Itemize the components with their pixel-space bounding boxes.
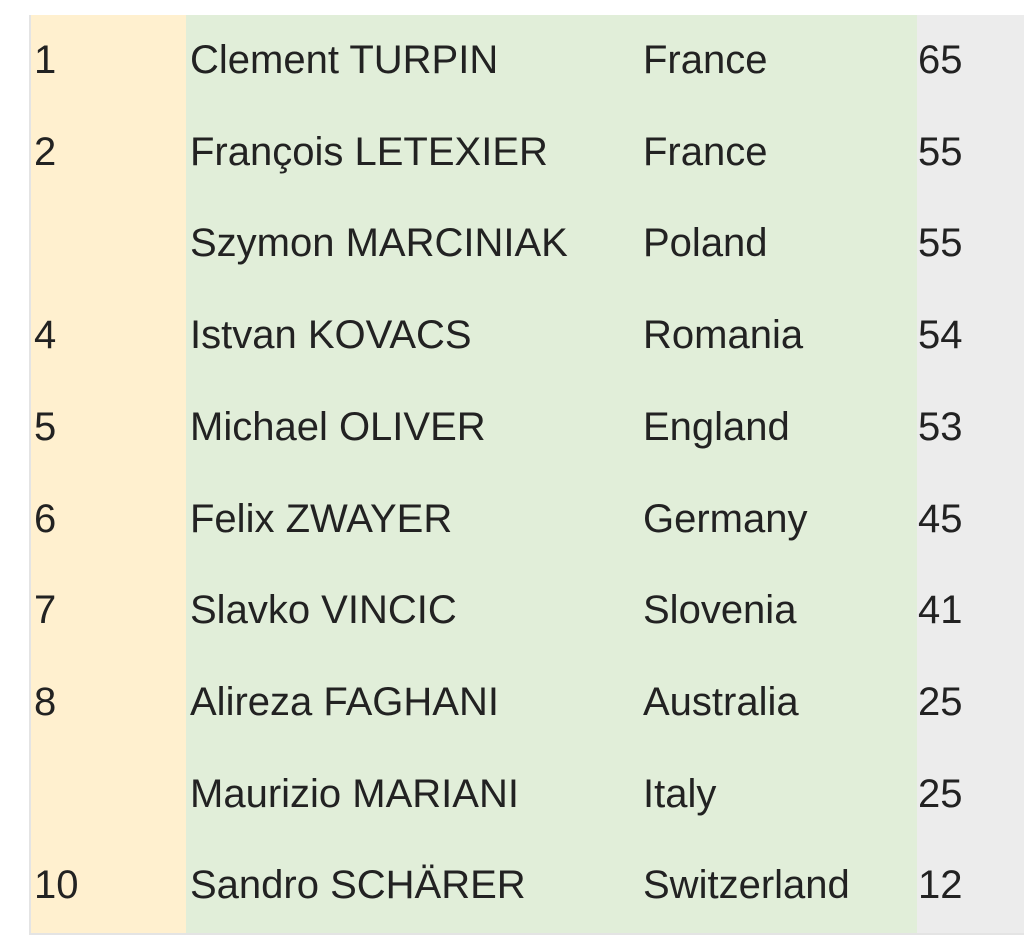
name-cell: Istvan KOVACS: [190, 313, 472, 358]
name-cell: Sandro SCHÄRER: [190, 863, 526, 908]
table-row: 1 Clement TURPIN France 65: [31, 15, 1024, 107]
ranking-table: 1 Clement TURPIN France 65 2 François LETEXIE…: [29, 15, 1024, 935]
table-row: Szymon MARCINIAK Poland 55: [31, 198, 1024, 290]
name-cell: Alireza FAGHANI: [190, 679, 499, 724]
name-cell: Slavko VINCIC: [190, 588, 457, 633]
name-cell: François LETEXIER: [190, 129, 548, 174]
table-row: 6 Felix ZWAYER Germany 45: [31, 474, 1024, 566]
country-cell: Germany: [643, 496, 808, 541]
points-cell: 55: [918, 129, 963, 174]
rank-column: [31, 15, 186, 933]
table-row: 10 Sandro SCHÄRER Switzerland 12: [31, 840, 1024, 932]
country-cell: Slovenia: [643, 588, 797, 633]
rank-cell: 1: [34, 38, 57, 82]
rank-cell: 5: [34, 404, 57, 449]
name-country-columns: [186, 15, 917, 933]
name-cell: Maurizio MARIANI: [190, 771, 519, 816]
points-cell: 45: [918, 496, 963, 541]
name-cell: Clement TURPIN: [190, 38, 499, 82]
points-column: [917, 15, 1024, 933]
table-row: Maurizio MARIANI Italy 25: [31, 749, 1024, 841]
country-cell: Poland: [643, 221, 768, 266]
rank-cell: 4: [34, 313, 57, 358]
rank-cell: 2: [34, 129, 57, 174]
table-row: 8 Alireza FAGHANI Australia 25: [31, 657, 1024, 749]
name-cell: Szymon MARCINIAK: [190, 221, 568, 266]
points-cell: 41: [918, 588, 963, 633]
points-cell: 54: [918, 313, 963, 358]
rank-cell: 7: [34, 588, 57, 633]
rank-cell: 6: [34, 496, 57, 541]
rank-cell: 8: [34, 679, 57, 724]
name-cell: Michael OLIVER: [190, 404, 486, 449]
points-cell: 65: [918, 38, 963, 82]
country-cell: Switzerland: [643, 863, 850, 908]
country-cell: Italy: [643, 771, 717, 816]
name-cell: Felix ZWAYER: [190, 496, 453, 541]
country-cell: Australia: [643, 679, 799, 724]
points-cell: 53: [918, 404, 963, 449]
country-cell: Romania: [643, 313, 804, 358]
points-cell: 12: [918, 863, 963, 908]
rank-cell: 10: [34, 863, 79, 908]
points-cell: 25: [918, 679, 963, 724]
table-row: 4 Istvan KOVACS Romania 54: [31, 290, 1024, 382]
points-cell: 25: [918, 771, 963, 816]
table-row: 7 Slavko VINCIC Slovenia 41: [31, 565, 1024, 657]
table-row: 5 Michael OLIVER England 53: [31, 382, 1024, 474]
country-cell: France: [643, 38, 768, 82]
points-cell: 55: [918, 221, 963, 266]
country-cell: France: [643, 129, 768, 174]
country-cell: England: [643, 404, 790, 449]
table-row: 2 François LETEXIER France 55: [31, 107, 1024, 199]
